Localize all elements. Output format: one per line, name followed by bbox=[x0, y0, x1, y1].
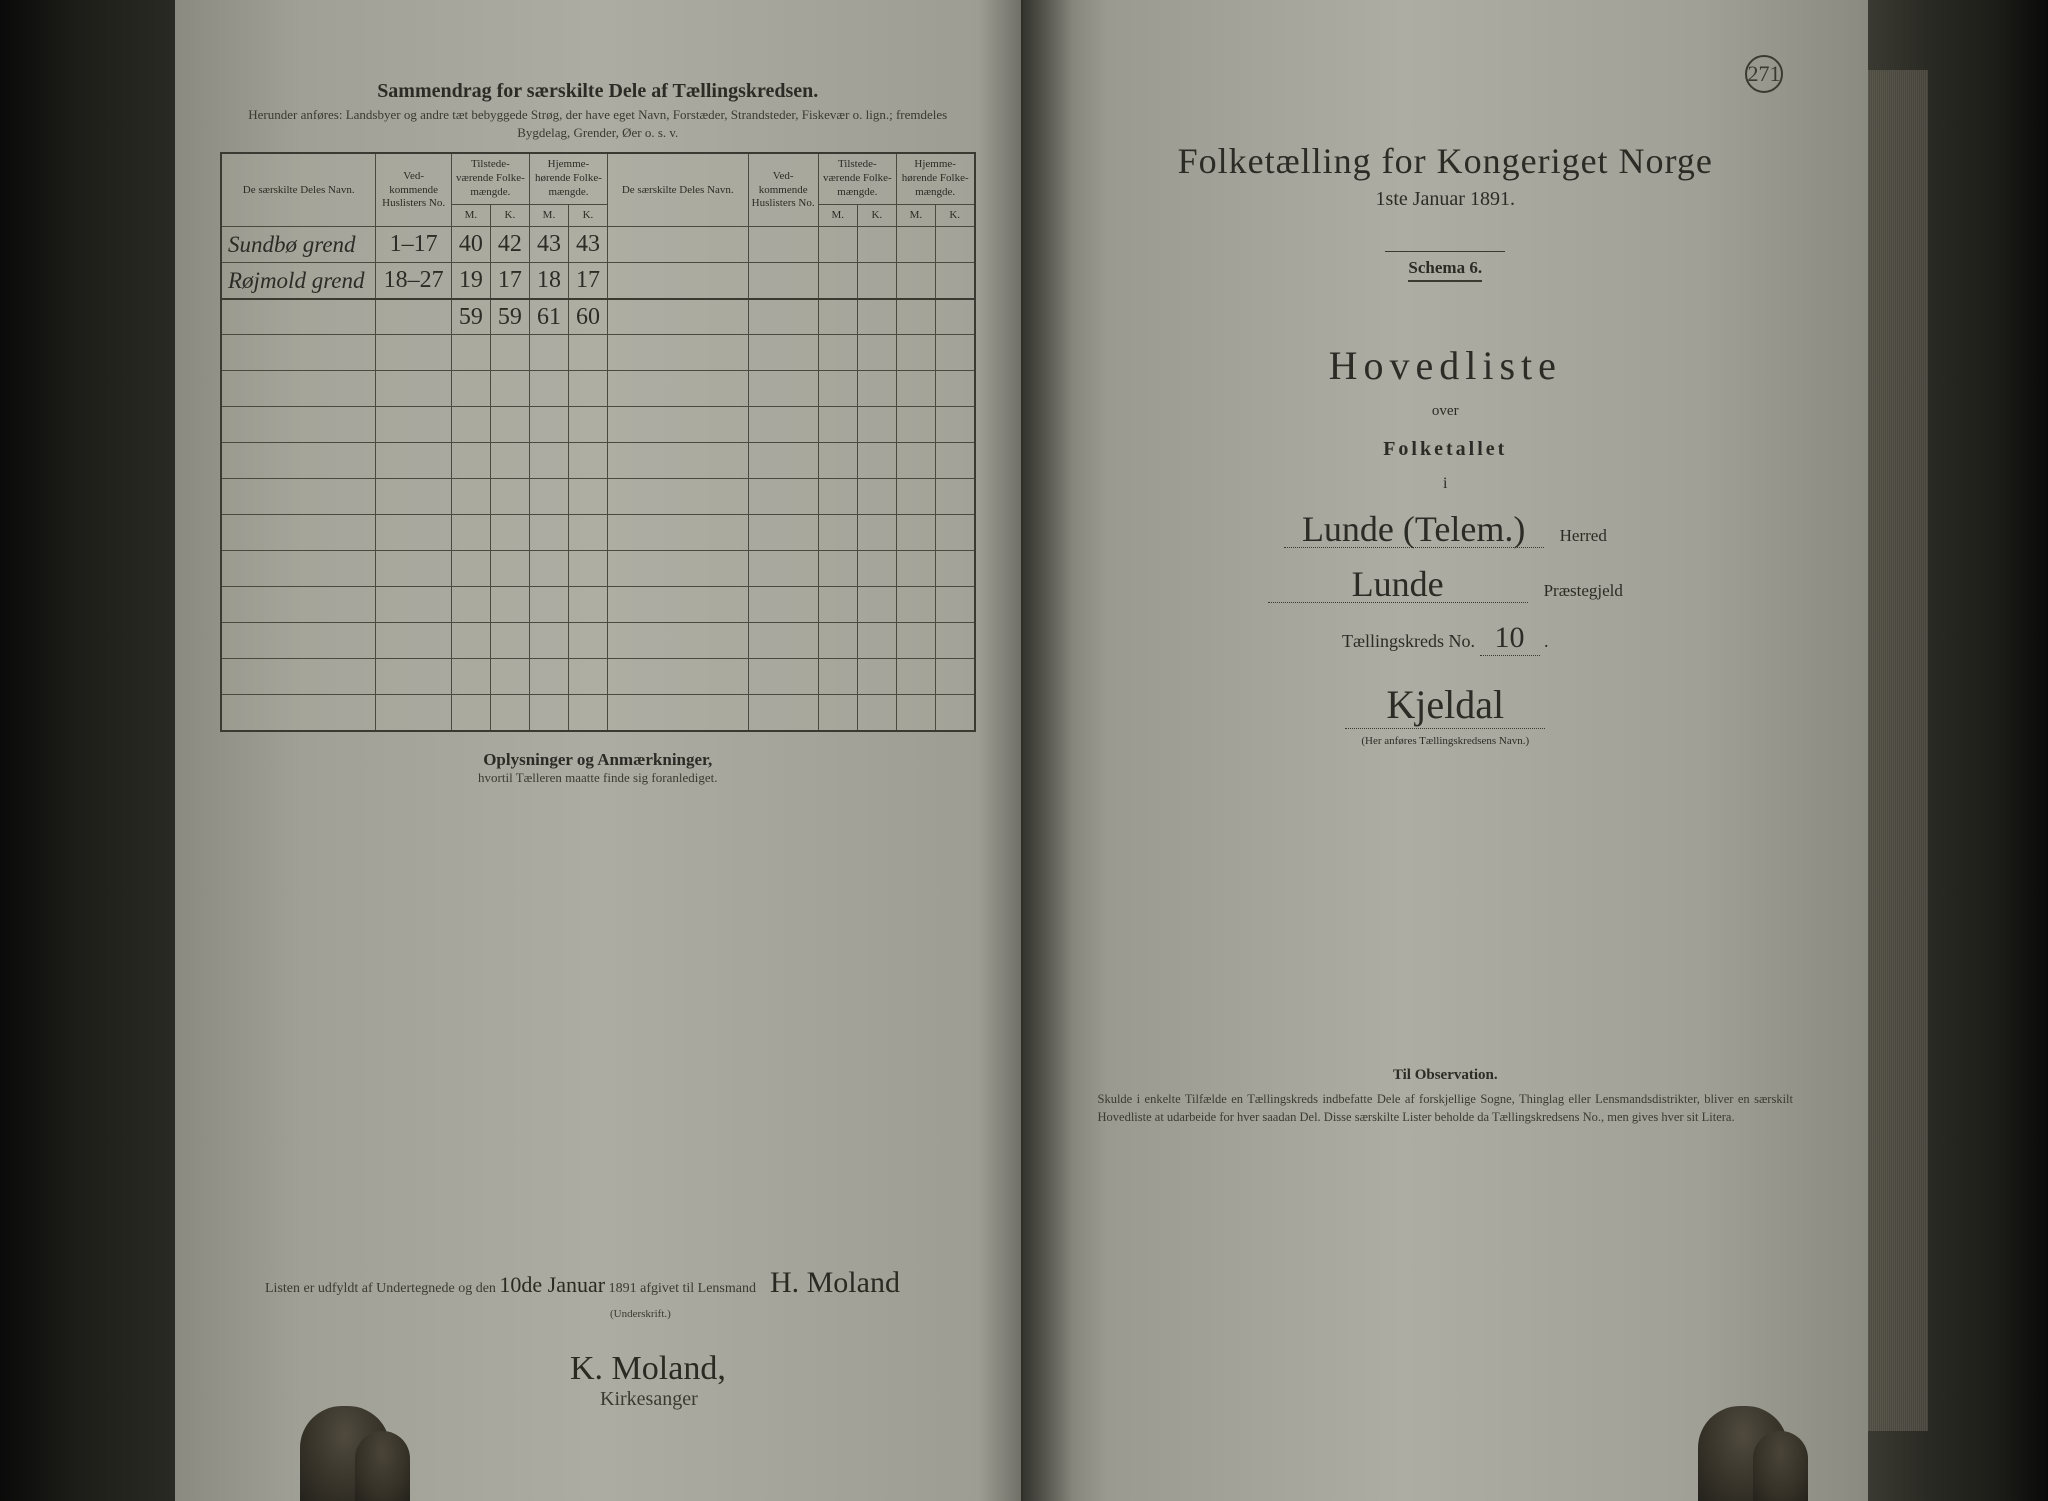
row-tk: 17 bbox=[490, 263, 529, 299]
census-table-body: Sundbø grend1–1740424343Røjmold grend18–… bbox=[221, 227, 975, 731]
over-label: over bbox=[1068, 403, 1824, 420]
schema-label: Schema 6. bbox=[1408, 258, 1482, 282]
kreds-line: Tællingskreds No. 10 . bbox=[1068, 621, 1824, 656]
col-tilstede-1: Tilstede- værende Folke- mængde. bbox=[451, 153, 529, 204]
page-edges bbox=[1868, 70, 1928, 1431]
empty-row bbox=[221, 371, 975, 407]
underskrift-label: (Underskrift.) bbox=[220, 1308, 976, 1320]
empty-row bbox=[221, 407, 975, 443]
row-hk: 17 bbox=[568, 263, 607, 299]
empty-row bbox=[221, 695, 975, 731]
row-tm: 40 bbox=[451, 227, 490, 263]
col-m: M. bbox=[529, 204, 568, 227]
row-hm: 43 bbox=[529, 227, 568, 263]
col-tilstede-2: Tilstede- værende Folke- mængde. bbox=[818, 153, 896, 204]
row-hm: 18 bbox=[529, 263, 568, 299]
table-row: Røjmold grend18–2719171817 bbox=[221, 263, 975, 299]
signature-name: K. Moland, bbox=[220, 1350, 976, 1388]
total-tm: 59 bbox=[451, 299, 490, 335]
empty-row bbox=[221, 335, 975, 371]
oplysninger-block: Oplysninger og Anmærkninger, hvortil Tæl… bbox=[220, 750, 976, 786]
folketallet-label: Folketallet bbox=[1068, 438, 1824, 461]
col-hjemme-2: Hjemme- hørende Folke- mængde. bbox=[896, 153, 974, 204]
col-m: M. bbox=[451, 204, 490, 227]
empty-row bbox=[221, 551, 975, 587]
left-header-title: Sammendrag for særskilte Dele af Tælling… bbox=[220, 80, 976, 103]
prestegjeld-value: Lunde bbox=[1268, 566, 1528, 603]
empty-row bbox=[221, 443, 975, 479]
observation-block: Til Observation. Skulde i enkelte Tilfæl… bbox=[1068, 1067, 1824, 1126]
page-number: 271 bbox=[1745, 55, 1783, 93]
census-date: 1ste Januar 1891. bbox=[1068, 188, 1824, 211]
census-table-head: De særskilte Deles Navn. Ved- kommende H… bbox=[221, 153, 975, 227]
row-no: 18–27 bbox=[376, 263, 451, 299]
finger-clip-right bbox=[1698, 1406, 1788, 1501]
col-navn-1: De særskilte Deles Navn. bbox=[221, 153, 376, 227]
row-hk: 43 bbox=[568, 227, 607, 263]
empty-row bbox=[221, 587, 975, 623]
signature-date: 10de Januar bbox=[499, 1272, 605, 1297]
census-table: De særskilte Deles Navn. Ved- kommende H… bbox=[220, 152, 976, 732]
col-hjemme-1: Hjemme- hørende Folke- mængde. bbox=[529, 153, 607, 204]
observation-text: Skulde i enkelte Tilfælde en Tællingskre… bbox=[1098, 1090, 1794, 1126]
oplysninger-title: Oplysninger og Anmærkninger, bbox=[220, 750, 976, 770]
left-page: Sammendrag for særskilte Dele af Tælling… bbox=[175, 0, 1023, 1501]
right-spine bbox=[1868, 0, 2048, 1501]
right-page: 271 Folketælling for Kongeriget Norge 1s… bbox=[1023, 0, 1869, 1501]
total-hk: 60 bbox=[568, 299, 607, 335]
signature-line: Listen er udfyldt af Undertegnede og den… bbox=[220, 1266, 976, 1300]
census-title: Folketælling for Kongeriget Norge bbox=[1068, 140, 1824, 182]
hovedliste: Hovedliste bbox=[1068, 342, 1824, 389]
observation-title: Til Observation. bbox=[1098, 1067, 1794, 1084]
empty-row bbox=[221, 659, 975, 695]
row-tk: 42 bbox=[490, 227, 529, 263]
signature-block: Listen er udfyldt af Undertegnede og den… bbox=[220, 1266, 976, 1411]
empty-row bbox=[221, 623, 975, 659]
col-huslister-2: Ved- kommende Huslisters No. bbox=[748, 153, 818, 227]
right-content: Folketælling for Kongeriget Norge 1ste J… bbox=[1068, 80, 1824, 1126]
gutter-shadow bbox=[1023, 0, 1073, 1501]
prestegjeld-line: Lunde Præstegjeld bbox=[1068, 566, 1824, 603]
row-no: 1–17 bbox=[376, 227, 451, 263]
lensmand-name: H. Moland bbox=[770, 1266, 900, 1299]
table-row: Sundbø grend1–1740424343 bbox=[221, 227, 975, 263]
col-m: M. bbox=[818, 204, 857, 227]
book-spread: Sammendrag for særskilte Dele af Tælling… bbox=[0, 0, 2048, 1501]
col-k: K. bbox=[568, 204, 607, 227]
finger-clip-left bbox=[300, 1406, 390, 1501]
kreds-name: Kjeldal bbox=[1345, 681, 1545, 729]
empty-row bbox=[221, 515, 975, 551]
row-tm: 19 bbox=[451, 263, 490, 299]
kreds-label: Tællingskreds No. bbox=[1342, 631, 1475, 651]
rule-1 bbox=[1385, 251, 1505, 252]
left-header: Sammendrag for særskilte Dele af Tælling… bbox=[220, 80, 976, 142]
prestegjeld-label: Præstegjeld bbox=[1544, 581, 1623, 601]
col-m: M. bbox=[896, 204, 935, 227]
col-huslister-1: Ved- kommende Huslisters No. bbox=[376, 153, 451, 227]
herred-value: Lunde (Telem.) bbox=[1284, 511, 1544, 548]
left-header-subtitle: Herunder anføres: Landsbyer og andre tæt… bbox=[220, 106, 976, 142]
col-k: K. bbox=[857, 204, 896, 227]
totals-row: 59596160 bbox=[221, 299, 975, 335]
left-spine bbox=[0, 0, 175, 1501]
oplysninger-sub: hvortil Tælleren maatte finde sig foranl… bbox=[220, 770, 976, 786]
row-navn: Røjmold grend bbox=[221, 263, 376, 299]
total-hm: 61 bbox=[529, 299, 568, 335]
herred-label: Herred bbox=[1560, 526, 1607, 546]
col-navn-2: De særskilte Deles Navn. bbox=[607, 153, 748, 227]
herred-line: Lunde (Telem.) Herred bbox=[1068, 511, 1824, 548]
empty-row bbox=[221, 479, 975, 515]
i-label: i bbox=[1068, 475, 1824, 493]
kreds-note: (Her anføres Tællingskredsens Navn.) bbox=[1068, 735, 1824, 747]
total-tk: 59 bbox=[490, 299, 529, 335]
col-k: K. bbox=[490, 204, 529, 227]
row-navn: Sundbø grend bbox=[221, 227, 376, 263]
kreds-no: 10 bbox=[1480, 621, 1540, 656]
col-k: K. bbox=[935, 204, 974, 227]
